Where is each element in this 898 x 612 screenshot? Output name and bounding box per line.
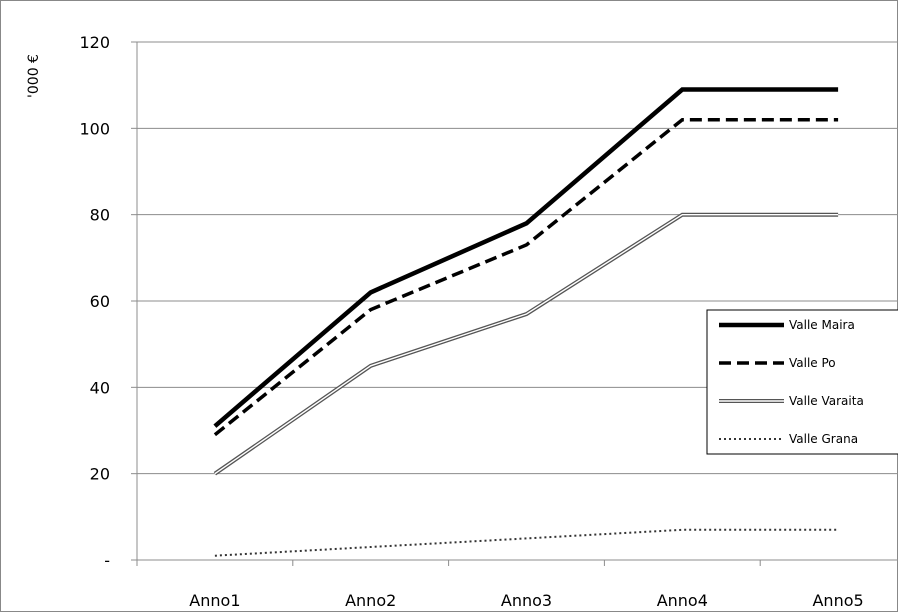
legend-label: Valle Varaita [789, 394, 864, 408]
y-tick-label: 80 [90, 206, 110, 225]
legend-label: Valle Maira [789, 318, 855, 332]
series-lines [213, 87, 839, 557]
x-tick-label: Anno1 [189, 591, 240, 610]
series-valle-grana [214, 528, 839, 557]
y-tick-label: 20 [90, 465, 110, 484]
series-valle-maira [213, 87, 839, 428]
x-tick-label: Anno3 [501, 591, 552, 610]
y-tick-label: 120 [79, 33, 110, 52]
series-valle-po-line [213, 117, 839, 437]
series-valle-maira-line [213, 87, 839, 428]
legend-label: Valle Po [789, 356, 836, 370]
legend-box [706, 309, 898, 455]
x-tick-label: Anno5 [812, 591, 863, 610]
x-axis-ticks: Anno1 Anno2 Anno3 Anno4 Anno5 [136, 560, 864, 610]
series-valle-po [213, 117, 839, 437]
y-tick-label: 100 [79, 119, 110, 138]
y-axis-ticks: - 20 40 60 80 100 120 [79, 33, 137, 570]
series-valle-varaita-line-inner [214, 214, 839, 475]
legend: Valle Maira Valle Po Valle Varaita Valle Gr… [706, 309, 898, 455]
legend-label: Valle Grana [789, 432, 858, 446]
y-axis-label: '000 € [26, 54, 42, 98]
series-valle-varaita [213, 212, 839, 476]
y-tick-label: - [104, 551, 110, 570]
y-tick-label: 60 [90, 292, 110, 311]
x-tick-label: Anno4 [657, 591, 708, 610]
y-tick-label: 40 [90, 378, 110, 397]
x-tick-label: Anno2 [345, 591, 396, 610]
series-valle-grana-line [214, 528, 839, 557]
